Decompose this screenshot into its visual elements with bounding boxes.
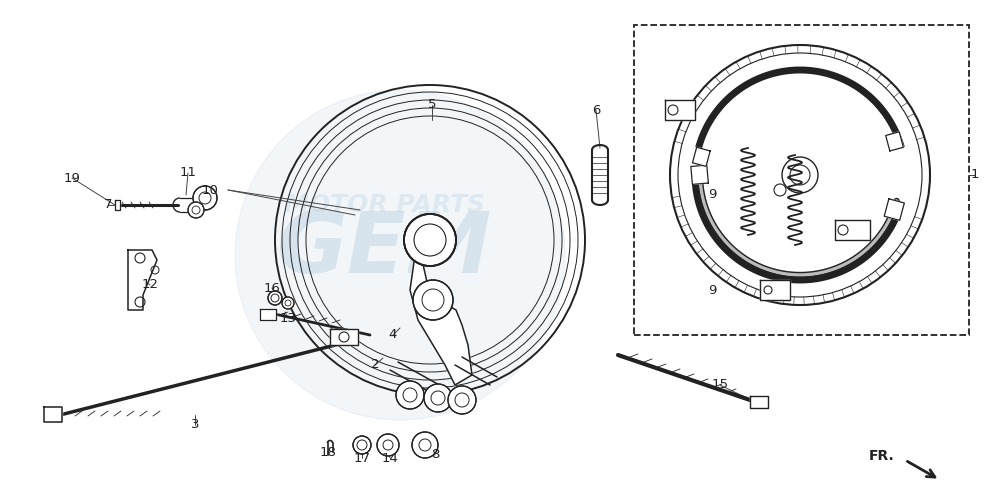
Text: 13: 13: [279, 312, 296, 324]
Text: FR.: FR.: [869, 449, 895, 463]
Text: 4: 4: [388, 328, 397, 342]
Polygon shape: [410, 255, 472, 385]
Polygon shape: [128, 250, 157, 310]
Polygon shape: [760, 280, 790, 300]
Circle shape: [424, 384, 452, 412]
Polygon shape: [330, 329, 358, 345]
Text: 6: 6: [592, 104, 601, 117]
Text: 19: 19: [63, 172, 80, 184]
Polygon shape: [691, 165, 709, 184]
Circle shape: [193, 186, 217, 210]
Polygon shape: [886, 132, 903, 151]
Text: 14: 14: [381, 452, 398, 464]
Circle shape: [235, 90, 565, 420]
Text: 15: 15: [712, 378, 729, 392]
Polygon shape: [115, 200, 120, 210]
Circle shape: [268, 291, 282, 305]
Text: 11: 11: [179, 166, 196, 179]
Text: 9: 9: [708, 284, 716, 296]
Text: 2: 2: [370, 358, 379, 372]
Polygon shape: [44, 407, 62, 422]
Circle shape: [396, 381, 424, 409]
Circle shape: [282, 297, 294, 309]
Polygon shape: [260, 309, 276, 320]
Text: 3: 3: [191, 418, 199, 432]
Text: 12: 12: [141, 278, 158, 291]
Polygon shape: [835, 220, 870, 240]
Circle shape: [353, 436, 371, 454]
Polygon shape: [665, 100, 695, 120]
Circle shape: [404, 214, 456, 266]
Circle shape: [412, 432, 438, 458]
Polygon shape: [884, 199, 904, 220]
Bar: [634, 25, 969, 335]
Text: 8: 8: [430, 448, 439, 462]
Circle shape: [188, 202, 204, 218]
Circle shape: [377, 434, 399, 456]
Circle shape: [782, 157, 818, 193]
Text: 9: 9: [708, 188, 716, 202]
Polygon shape: [693, 148, 710, 167]
Polygon shape: [750, 396, 768, 408]
Text: 17: 17: [353, 452, 370, 464]
Text: 5: 5: [427, 98, 436, 112]
Text: 18: 18: [319, 446, 336, 460]
Text: 1: 1: [971, 168, 979, 181]
Text: 10: 10: [201, 184, 218, 196]
Circle shape: [413, 280, 453, 320]
Text: MOTOR PARTS: MOTOR PARTS: [284, 193, 485, 217]
Text: 16: 16: [263, 282, 280, 294]
Text: 7: 7: [104, 198, 112, 211]
Circle shape: [448, 386, 476, 414]
Text: GEM: GEM: [277, 208, 492, 292]
